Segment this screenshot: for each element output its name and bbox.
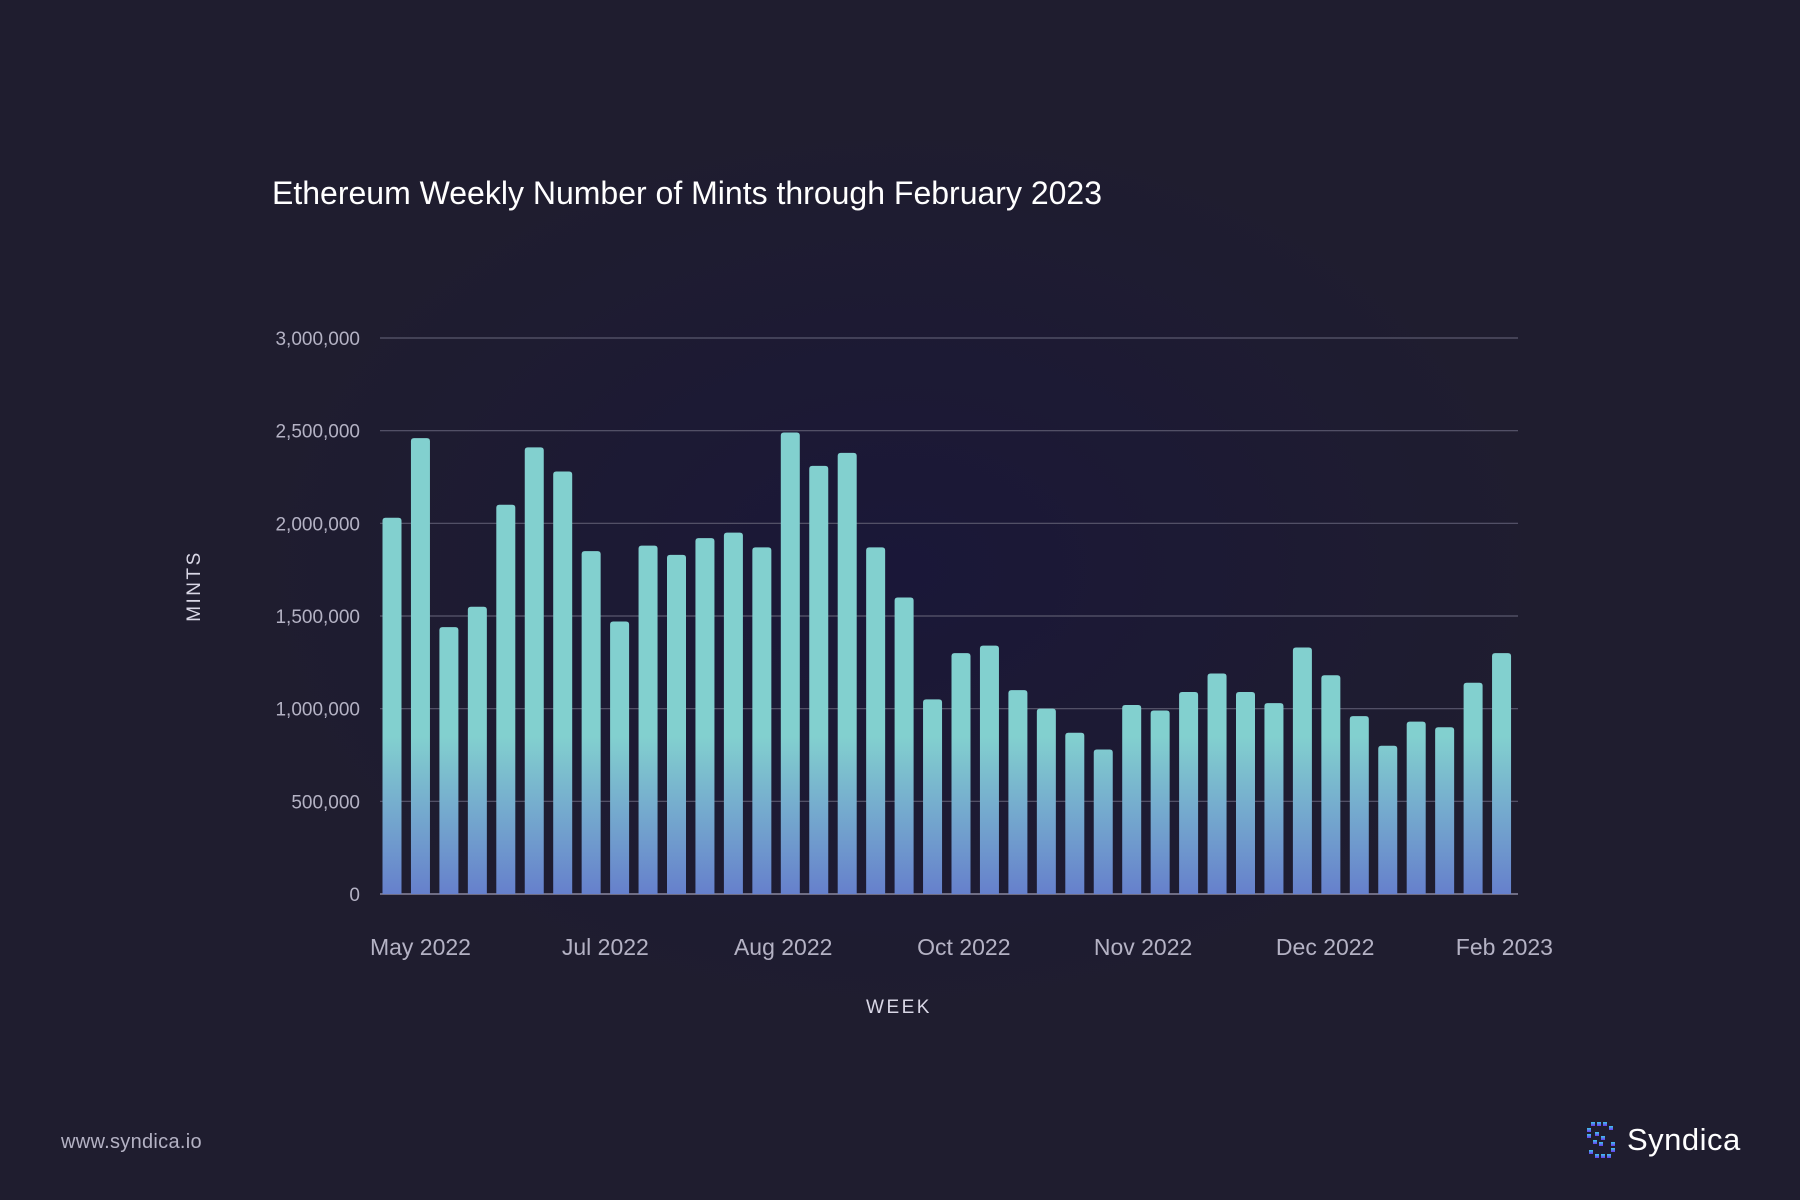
x-tick-label: Feb 2023: [1456, 934, 1553, 960]
bar: [467, 606, 487, 894]
bar: [866, 547, 886, 894]
y-tick-label: 0: [349, 885, 360, 906]
bar: [1122, 704, 1142, 894]
bar: [1065, 732, 1085, 894]
y-tick-label: 500,000: [291, 792, 360, 813]
x-tick-label: May 2022: [370, 934, 471, 960]
x-tick-label: Oct 2022: [917, 934, 1010, 960]
y-tick-label: 1,500,000: [275, 607, 360, 628]
x-tick-label: Aug 2022: [734, 934, 832, 960]
bar: [809, 465, 829, 894]
bar: [894, 597, 914, 894]
x-tick-label: Nov 2022: [1094, 934, 1192, 960]
bars: [382, 432, 1512, 894]
bar: [610, 621, 630, 894]
bar: [1435, 727, 1455, 894]
bar: [553, 471, 573, 894]
bar: [1236, 691, 1255, 894]
bar: [1378, 745, 1398, 894]
bar: [1036, 708, 1056, 894]
bar: [1264, 703, 1284, 894]
bar: [581, 551, 601, 894]
bar: [1463, 682, 1483, 894]
bar: [524, 447, 544, 894]
bar: [695, 538, 715, 894]
bar: [1150, 710, 1170, 894]
chart-title: Ethereum Weekly Number of Mints through …: [272, 175, 1102, 211]
bar: [1492, 653, 1512, 894]
bar: [410, 438, 430, 894]
x-axis-ticks: May 2022 Jul 2022 Aug 2022 Oct 2022 Nov 2022…: [370, 934, 1553, 960]
bar: [667, 554, 686, 894]
bar: [496, 504, 516, 894]
x-axis-label: WEEK: [866, 997, 932, 1018]
bar: [1008, 690, 1028, 894]
bar: [752, 547, 772, 894]
bar: [923, 699, 943, 894]
bar: [439, 627, 459, 894]
bar: [1179, 691, 1199, 894]
brand-logo: Syndica: [1585, 1117, 1741, 1163]
bar: [951, 653, 971, 894]
bar: [723, 532, 743, 894]
x-tick-label: Dec 2022: [1276, 934, 1374, 960]
bar: [780, 432, 800, 894]
brand-name: Syndica: [1627, 1122, 1741, 1157]
bar: [1321, 675, 1341, 894]
syndica-logo-icon: [1587, 1122, 1615, 1158]
y-tick-label: 2,500,000: [275, 422, 360, 443]
y-axis-ticks: 0 500,000 1,000,000 1,500,000 2,000,000 2,500…: [275, 329, 360, 906]
gridlines: [380, 337, 1518, 895]
bar: [1292, 647, 1312, 894]
bar: [979, 645, 999, 894]
footer-url[interactable]: www.syndica.io: [61, 1131, 202, 1153]
bar: [1406, 721, 1426, 894]
bar: [1093, 749, 1113, 894]
y-tick-label: 2,000,000: [275, 514, 360, 535]
y-axis-label: MINTS: [184, 550, 205, 622]
bar: [837, 452, 857, 894]
y-tick-label: 1,000,000: [275, 700, 360, 721]
bar: [1207, 673, 1227, 894]
bar: [638, 545, 658, 894]
bar: [1349, 716, 1369, 894]
bar: [382, 517, 402, 894]
y-tick-label: 3,000,000: [275, 329, 360, 350]
x-tick-label: Jul 2022: [562, 934, 649, 960]
